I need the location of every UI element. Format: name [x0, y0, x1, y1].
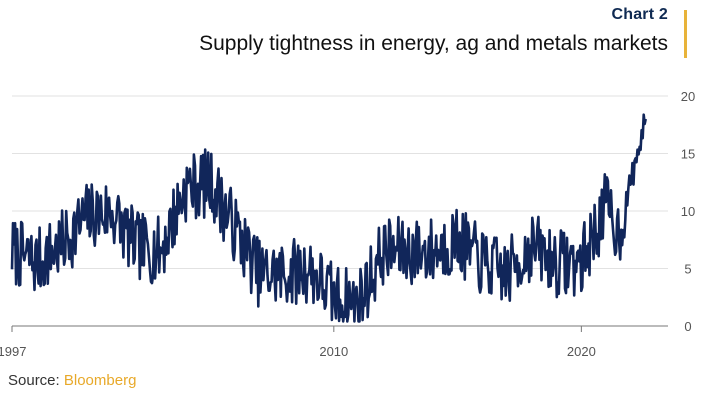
gridlines [12, 95, 668, 269]
y-tick-label: 10 [681, 204, 695, 219]
chart-number-label: Chart 2 [611, 6, 668, 23]
source-name: Bloomberg [63, 372, 137, 389]
accent-bar [684, 10, 687, 58]
source-label: Source: [8, 372, 60, 389]
x-tick-label: 2020 [567, 344, 596, 359]
series-layer [10, 113, 647, 323]
chart-title: Supply tightness in energy, ag and metal… [199, 32, 668, 55]
x-axis-ticks: 1997 2010 2020 [0, 326, 596, 359]
y-axis-ticks: 0 5 10 15 20 [681, 89, 695, 334]
series-line-0 [10, 113, 647, 323]
x-tick-label: 2010 [319, 344, 348, 359]
y-tick-label: 15 [681, 147, 695, 162]
y-tick-label: 5 [684, 262, 691, 277]
y-tick-label: 0 [684, 319, 691, 334]
y-tick-label: 20 [681, 89, 695, 104]
x-tick-label: 1997 [0, 344, 26, 359]
source-note: Source: Bloomberg [8, 372, 136, 389]
